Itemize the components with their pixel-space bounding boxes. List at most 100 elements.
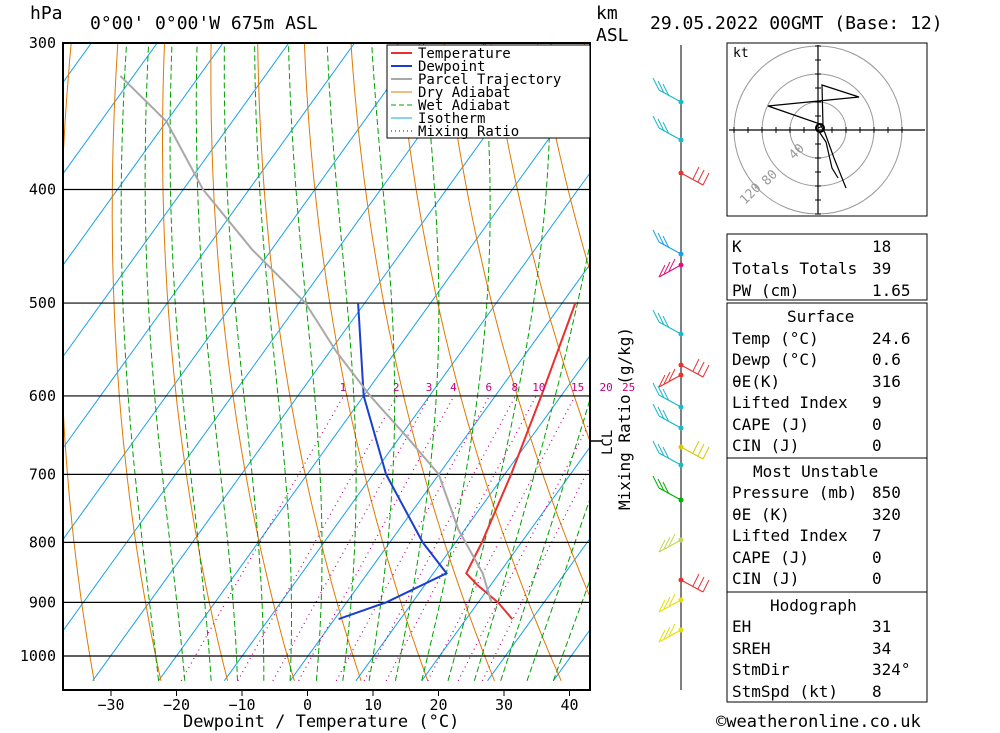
wind-barb-feather [663, 626, 671, 640]
wind-barb-feather [657, 80, 665, 94]
dry-adiabat-line [63, 43, 95, 681]
isotherm-line [289, 263, 590, 682]
isotherm-line [0, 26, 38, 681]
wind-barb-shaft [658, 127, 682, 141]
surface-title: Surface [787, 307, 854, 326]
mu-theta-value: 320 [872, 505, 901, 524]
wind-barb-feather [662, 446, 670, 460]
hodograph-params-box [726, 591, 928, 703]
mu-li-value: 7 [872, 526, 882, 545]
dry-adiabat-line [162, 43, 229, 681]
mu-cape-value: 0 [872, 548, 882, 567]
dry-adiabat-line [210, 43, 295, 681]
pressure-tick-label: 400 [29, 181, 56, 199]
dry-adiabat-line [490, 43, 590, 443]
profile-series [119, 75, 577, 621]
most-unstable-panel: Most Unstable Pressure (mb) 850 θE (K) 3… [726, 457, 928, 593]
wind-barb-feather [663, 261, 671, 275]
temperature-axis-labels: −30 −20 −10 0 10 20 30 40 [97, 690, 579, 714]
wet-adiabat-line [421, 43, 491, 681]
isotherm-line [223, 172, 590, 682]
wind-barb-feather [663, 536, 671, 550]
wind-barb-feather [658, 539, 666, 553]
surface-theta-value: 316 [872, 372, 901, 391]
wind-barb-shaft [658, 629, 682, 643]
mixing-ratio-line [237, 395, 398, 682]
background-lines [0, 26, 1000, 682]
dry-adiabat-line [350, 43, 495, 681]
wind-barb-feather [692, 358, 700, 372]
wind-barb-feather [663, 371, 671, 385]
stmdir-label: StmDir [732, 660, 790, 679]
wind-barb-shaft [658, 452, 682, 466]
wind-barb-feather [652, 229, 660, 243]
wind-barb-feather [668, 593, 676, 607]
surface-temp-value: 24.6 [872, 329, 911, 348]
pressure-tick-label: 700 [29, 465, 56, 483]
legend-dewpoint: Dewpoint [418, 59, 485, 75]
hpa-unit-label: hPa [30, 3, 63, 24]
copyright-footer: ©weatheronline.co.uk [716, 712, 921, 732]
dry-adiabat-line [5, 26, 27, 681]
wet-adiabat-line [144, 43, 186, 681]
wet-adiabat-line [368, 43, 396, 681]
wind-barb-feather [658, 264, 666, 278]
wind-barb-feather [657, 443, 665, 457]
wind-barb-feather [662, 121, 670, 135]
dry-adiabat-line [257, 43, 362, 681]
legend-box [386, 44, 591, 139]
surface-temp-label: Temp (°C) [732, 329, 819, 348]
tt-label: Totals Totals [732, 259, 857, 278]
mu-theta-label: θE (K) [732, 505, 790, 524]
mu-li-label: Lifted Index [732, 526, 848, 545]
km-unit-label: km [596, 3, 618, 24]
pressure-tick-label: 300 [29, 34, 56, 52]
surface-li-value: 9 [872, 393, 882, 412]
wind-barb-shaft [658, 264, 682, 278]
temperature-tick-label: 20 [429, 696, 447, 714]
wet-adiabat-line [473, 241, 590, 681]
wind-barb-feather [652, 309, 660, 323]
hodograph-storm-motion [815, 123, 825, 133]
dry-adiabat-line [997, 26, 1000, 681]
temperature-tick-label: −20 [163, 696, 190, 714]
mixing-ratio-label: 1 [340, 381, 347, 394]
hodograph-unit: kt [733, 46, 749, 61]
pw-label: PW (cm) [732, 281, 799, 300]
legend: Temperature Dewpoint Parcel Trajectory D… [386, 44, 591, 140]
wind-barb-feather [652, 475, 660, 489]
surface-cin-label: CIN (J) [732, 436, 799, 455]
wind-barb-feather [652, 403, 660, 417]
pw-value: 1.65 [872, 281, 911, 300]
wet-adiabat-line [223, 43, 265, 681]
mu-pressure-label: Pressure (mb) [732, 483, 857, 502]
wet-adiabat-line [120, 43, 159, 681]
isotherm-line [63, 43, 158, 175]
wind-barb-shaft [658, 539, 682, 553]
wind-barb-feather [702, 172, 710, 186]
wind-barb-feather [697, 169, 705, 183]
mixing-ratio-line [427, 395, 576, 682]
wind-barb-feather [692, 440, 700, 454]
isotherm-line [63, 43, 92, 84]
dry-adiabat-line [536, 43, 590, 273]
pressure-tick-label: 500 [29, 294, 56, 312]
hodograph-params-panel: Hodograph EH 31 SREH 34 StmDir 324° StmS… [726, 591, 928, 703]
mu-pressure-value: 850 [872, 483, 901, 502]
pressure-axis-labels: 300 400 500 600 700 800 900 1000 [20, 34, 56, 665]
wind-barb-feather [668, 623, 676, 637]
pressure-tick-label: 800 [29, 533, 56, 551]
hodograph: kt 40 80 120 [726, 42, 928, 217]
mixing-ratio-label: 8 [512, 381, 519, 394]
mixing-ratio-line [180, 395, 345, 682]
surface-panel: Surface Temp (°C) 24.6 Dewp (°C) 0.6 θE(… [726, 302, 928, 459]
wind-barb-shaft [680, 579, 704, 593]
dry-adiabat-line [397, 43, 562, 682]
wind-barb-feather [702, 364, 710, 378]
pressure-tick-label: 1000 [20, 647, 56, 665]
wind-barb-feather [662, 388, 670, 402]
wind-barb-feather [657, 406, 665, 420]
wind-barb-feather [668, 368, 676, 382]
eh-value: 31 [872, 617, 891, 636]
